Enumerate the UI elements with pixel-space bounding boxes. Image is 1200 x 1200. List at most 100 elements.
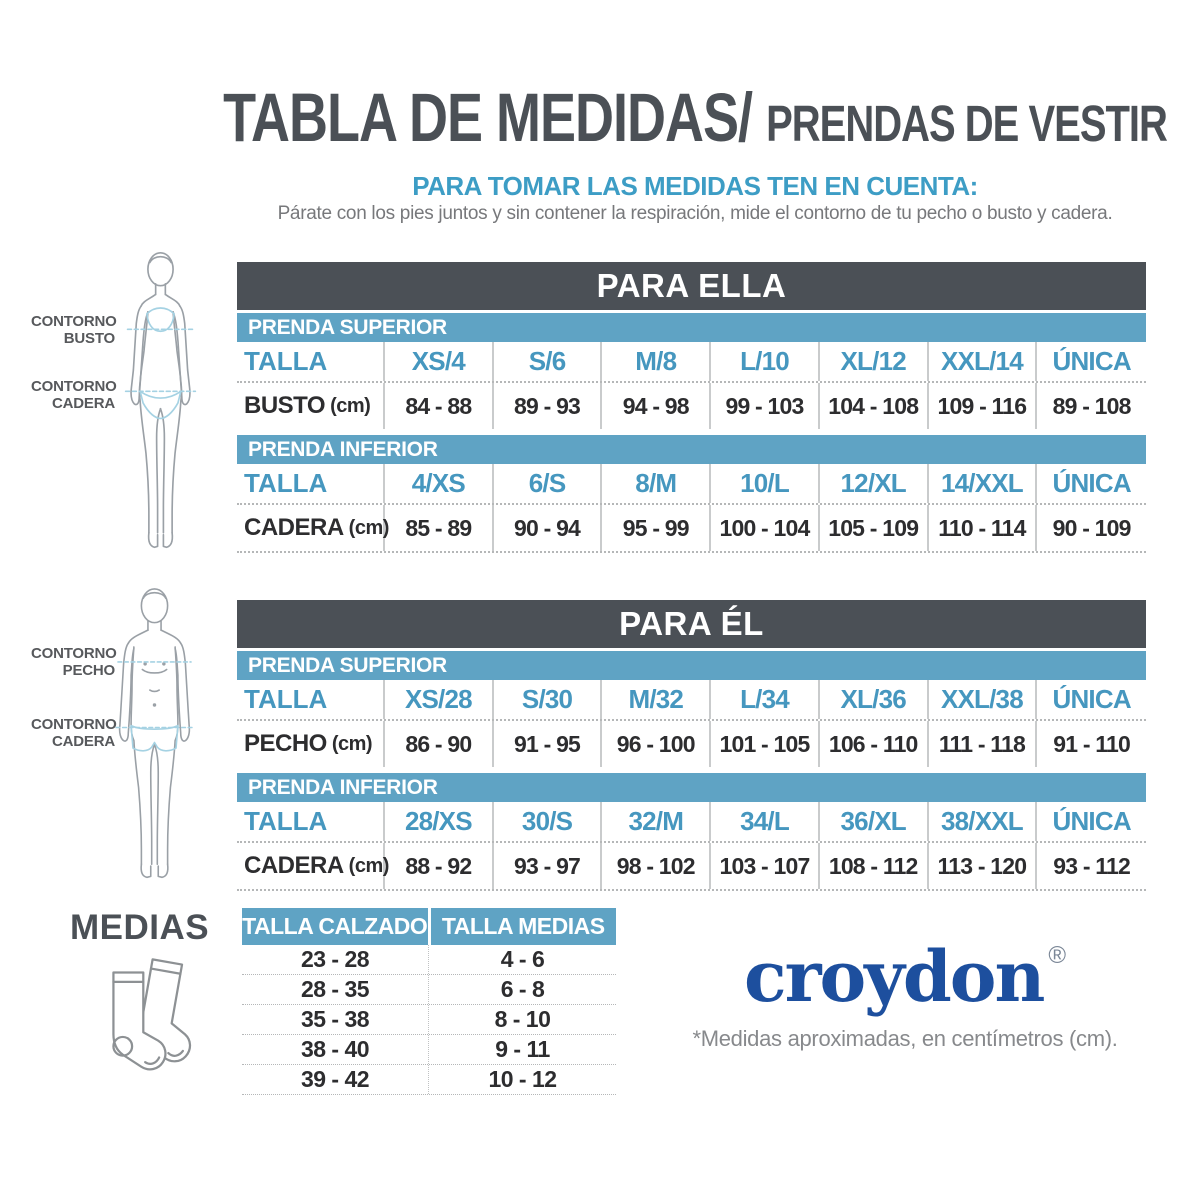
socks-illustration [88,952,193,1092]
measure-cell: 93 - 97 [494,843,603,889]
size-cell: XS/28 [385,680,494,719]
page-title-sub: PRENDAS DE VESTIR [766,96,1168,153]
size-cell: S/6 [494,342,603,381]
size-cell: ÚNICA [1052,684,1131,714]
table-para-ella-title: PARA ELLA [237,262,1146,310]
medias-cell: 23 - 28 [242,945,429,974]
size-row-header: TALLA [237,464,385,503]
measure-cell: 108 - 112 [820,843,929,889]
size-cell: 8/M [602,464,712,503]
band-prenda-superior: PRENDA SUPERIOR [237,313,1146,342]
registered-mark: ® [1048,942,1067,969]
measure-row: CADERA (cm) 85 - 89 90 - 94 95 - 99 100 … [237,505,1146,553]
male-hip-contour-label: CONTORNO CADERA [31,716,117,751]
measure-row-header: PECHO (cm) [237,721,385,767]
measure-label: CADERA [244,514,344,541]
measure-row: PECHO (cm) 86 - 90 91 - 95 96 - 100 101 … [237,721,1146,767]
measure-unit: (cm) [331,732,373,755]
size-cell: L/34 [711,680,820,719]
measure-cell: 91 - 110 [1053,730,1131,757]
medias-row: 23 - 28 4 - 6 [242,945,616,975]
measure-cell: 95 - 99 [602,505,712,551]
size-row: TALLA XS/28 S/30 M/32 L/34 XL/36 XXL/38 … [237,680,1146,721]
size-cell: 36/XL [820,802,929,841]
medias-cell: 35 - 38 [242,1005,429,1034]
size-row-header: TALLA [237,802,385,841]
size-cell: 28/XS [385,802,494,841]
measure-cell: 101 - 105 [711,721,820,767]
medias-row: 35 - 38 8 - 10 [242,1005,616,1035]
female-figure-illustration [112,246,209,556]
size-cell: 10/L [711,464,820,503]
page-title-main: TABLA DE MEDIDAS/ [223,79,753,157]
measure-cell: 88 - 92 [385,843,494,889]
female-garments-outline [139,307,182,420]
medias-row: 39 - 42 10 - 12 [242,1065,616,1095]
medias-col-header: TALLA MEDIAS [430,908,616,945]
size-cell: 6/S [494,464,603,503]
page-title: TABLA DE MEDIDAS/ PRENDAS DE VESTIR [223,78,1168,160]
size-row: TALLA 4/XS 6/S 8/M 10/L 12/XL 14/XXL ÚNI… [237,464,1146,505]
size-row: TALLA XS/4 S/6 M/8 L/10 XL/12 XXL/14 ÚNI… [237,342,1146,383]
size-cell: L/10 [711,342,820,381]
band-prenda-inferior: PRENDA INFERIOR [237,773,1146,802]
measure-cell: 106 - 110 [820,721,929,767]
measure-cell: 90 - 94 [494,505,603,551]
size-cell: 14/XXL [929,464,1038,503]
measure-label: BUSTO [244,392,326,419]
size-cell: 4/XS [385,464,494,503]
size-cell: 30/S [494,802,603,841]
size-row-header: TALLA [237,342,385,381]
female-measure-lines [124,328,197,393]
size-cell: M/32 [602,680,712,719]
measure-cell: 89 - 93 [494,383,603,429]
measure-row: BUSTO (cm) 84 - 88 89 - 93 94 - 98 99 - … [237,383,1146,429]
measure-unit: (cm) [348,516,390,539]
male-garments-outline [130,724,179,752]
socks-icon [112,958,192,1071]
measure-cell: 110 - 114 [929,505,1038,551]
size-cell: 32/M [602,802,712,841]
measure-label: CADERA [244,852,344,879]
measure-cell: 113 - 120 [929,843,1038,889]
male-measure-lines [115,661,194,729]
measure-cell: 111 - 118 [929,721,1038,767]
medias-section-title: MEDIAS [70,908,210,947]
measure-cell: 105 - 109 [820,505,929,551]
size-cell: 12/XL [820,464,929,503]
measure-cell: 84 - 88 [385,383,494,429]
measure-cell: 96 - 100 [602,721,712,767]
medias-table-header: TALLA CALZADO TALLA MEDIAS [242,908,616,945]
measure-row-header: CADERA (cm) [237,505,389,551]
size-cell: XL/12 [820,342,929,381]
measure-cell: 90 - 109 [1052,514,1132,541]
medias-row: 38 - 40 9 - 11 [242,1035,616,1065]
table-para-el: PARA ÉL PRENDA SUPERIOR TALLA XS/28 S/30… [237,600,1146,891]
table-para-el-title: PARA ÉL [237,600,1146,648]
brand-block: croydon ® *Medidas aproximadas, en centím… [640,942,1170,1052]
measuring-instructions-heading: PARA TOMAR LAS MEDIDAS TEN EN CUENTA: [412,171,978,201]
measure-cell: 86 - 90 [385,721,494,767]
size-row: TALLA 28/XS 30/S 32/M 34/L 36/XL 38/XXL … [237,802,1146,843]
medias-cell: 9 - 11 [495,1036,550,1062]
medias-table: TALLA CALZADO TALLA MEDIAS 23 - 28 4 - 6… [242,908,616,1095]
measure-cell: 99 - 103 [711,383,820,429]
medias-cell: 10 - 12 [488,1066,557,1092]
medias-cell: 39 - 42 [242,1065,429,1094]
band-prenda-superior: PRENDA SUPERIOR [237,651,1146,680]
measure-row: CADERA (cm) 88 - 92 93 - 97 98 - 102 103… [237,843,1146,891]
measure-cell: 98 - 102 [602,843,712,889]
measure-cell: 93 - 112 [1053,852,1131,879]
size-cell: ÚNICA [1052,468,1131,498]
size-cell: ÚNICA [1052,346,1131,376]
measure-cell: 89 - 108 [1052,392,1132,419]
measure-cell: 100 - 104 [711,505,820,551]
band-prenda-inferior: PRENDA INFERIOR [237,435,1146,464]
brand-logo-text: croydon [743,935,1045,1018]
male-chest-contour-label: CONTORNO PECHO [31,645,117,680]
measurements-footnote: *Medidas aproximadas, en centímetros (cm… [692,1026,1118,1051]
size-cell: M/8 [602,342,712,381]
size-cell: XXL/14 [929,342,1038,381]
measure-cell: 103 - 107 [711,843,820,889]
